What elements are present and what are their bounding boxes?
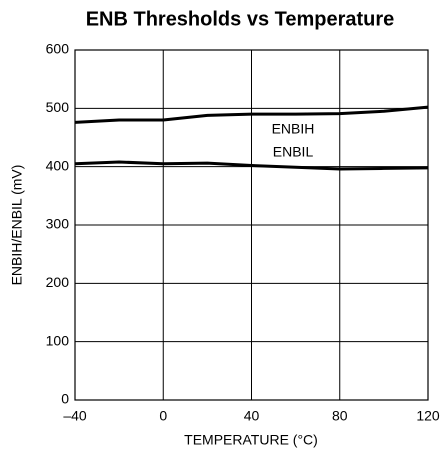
series-label: ENBIH bbox=[272, 121, 315, 137]
y-tick-label: 500 bbox=[46, 99, 70, 115]
y-tick-label: 0 bbox=[61, 391, 69, 407]
x-tick-label: 80 bbox=[332, 408, 348, 424]
chart-title: ENB Thresholds vs Temperature bbox=[86, 8, 395, 30]
x-tick-label: –40 bbox=[63, 408, 87, 424]
x-tick-label: 120 bbox=[416, 408, 440, 424]
x-axis-label: TEMPERATURE (°C) bbox=[184, 432, 318, 448]
series-label: ENBIL bbox=[273, 144, 314, 160]
x-tick-label: 40 bbox=[244, 408, 260, 424]
y-tick-label: 600 bbox=[46, 41, 70, 57]
y-tick-label: 200 bbox=[46, 274, 70, 290]
plot-frame bbox=[74, 49, 429, 401]
y-tick-label: 100 bbox=[46, 332, 70, 348]
series-line bbox=[74, 160, 429, 171]
x-tick-label: 0 bbox=[159, 408, 167, 424]
y-axis-label: ENBIH/ENBIL (mV) bbox=[9, 165, 25, 286]
series-line bbox=[74, 105, 429, 124]
y-tick-label: 300 bbox=[46, 216, 70, 232]
y-tick-label: 400 bbox=[46, 157, 70, 173]
